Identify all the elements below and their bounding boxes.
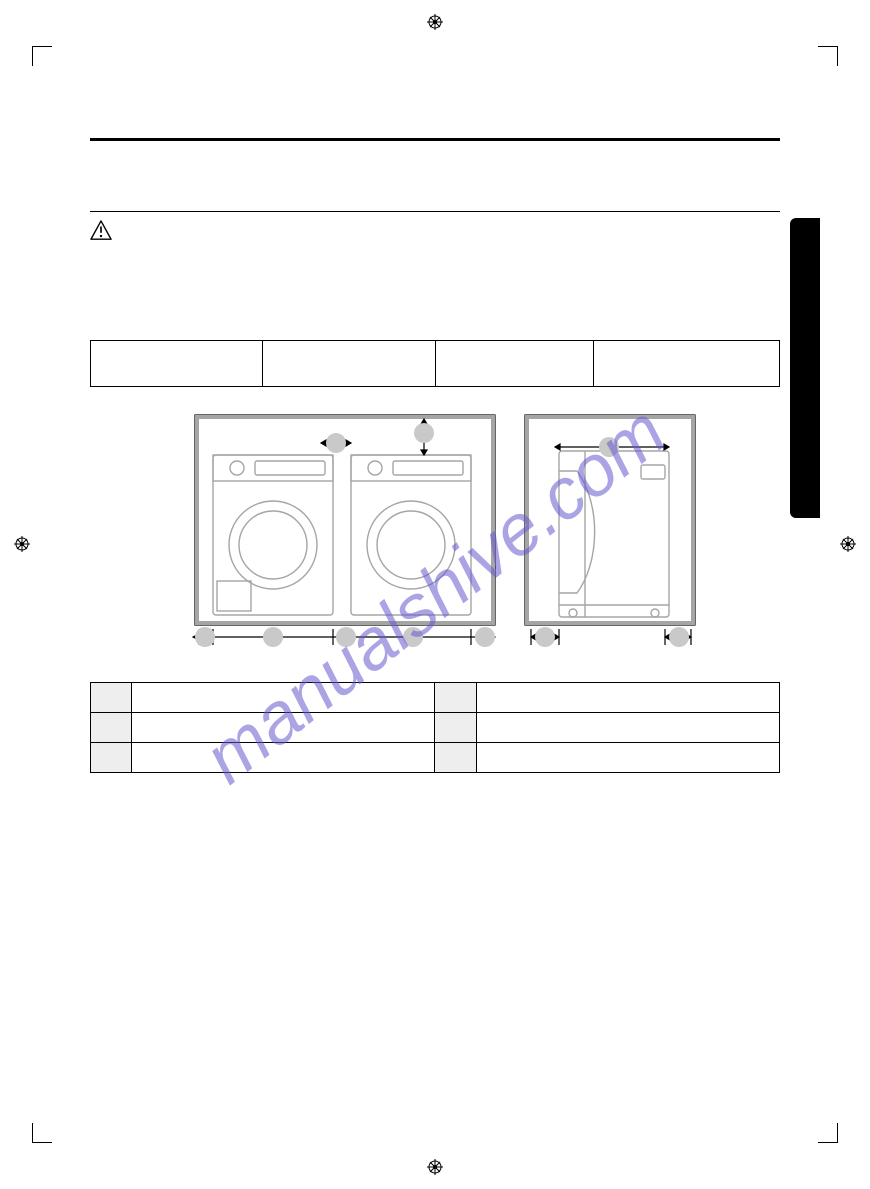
- dim-value: [476, 713, 779, 743]
- dim-value: [132, 713, 435, 743]
- spec-cell: [593, 341, 779, 387]
- warning-icon: [90, 220, 112, 240]
- section-tab: [790, 218, 820, 518]
- dim-key: [91, 743, 132, 773]
- warning-row: [90, 220, 780, 240]
- crop-mark-tr: [818, 46, 838, 66]
- dim-key: [435, 683, 476, 713]
- crop-mark-tl: [32, 46, 52, 66]
- registration-mark-left: [14, 536, 30, 552]
- rule-thin: [90, 211, 780, 212]
- dim-key: [435, 743, 476, 773]
- spec-cell: [435, 341, 593, 387]
- crop-mark-bl: [32, 1123, 52, 1143]
- dim-value: [476, 743, 779, 773]
- spec-table: [90, 340, 780, 387]
- registration-mark-top: [427, 14, 443, 30]
- dim-value: [132, 743, 435, 773]
- registration-mark-right: [840, 536, 856, 552]
- dim-value: [476, 683, 779, 713]
- crop-mark-br: [818, 1123, 838, 1143]
- page-content: [90, 120, 780, 1069]
- spec-cell: [91, 341, 263, 387]
- registration-mark-bottom: [427, 1159, 443, 1175]
- dimension-table: [90, 682, 780, 773]
- table-row: [91, 683, 780, 713]
- dim-key: [91, 713, 132, 743]
- clearance-diagram: [90, 405, 780, 660]
- spec-cell: [263, 341, 435, 387]
- table-row: [91, 743, 780, 773]
- dim-key: [91, 683, 132, 713]
- table-row: [91, 713, 780, 743]
- table-row: [91, 341, 780, 387]
- dim-key: [435, 713, 476, 743]
- dim-value: [132, 683, 435, 713]
- rule-thick: [90, 138, 780, 141]
